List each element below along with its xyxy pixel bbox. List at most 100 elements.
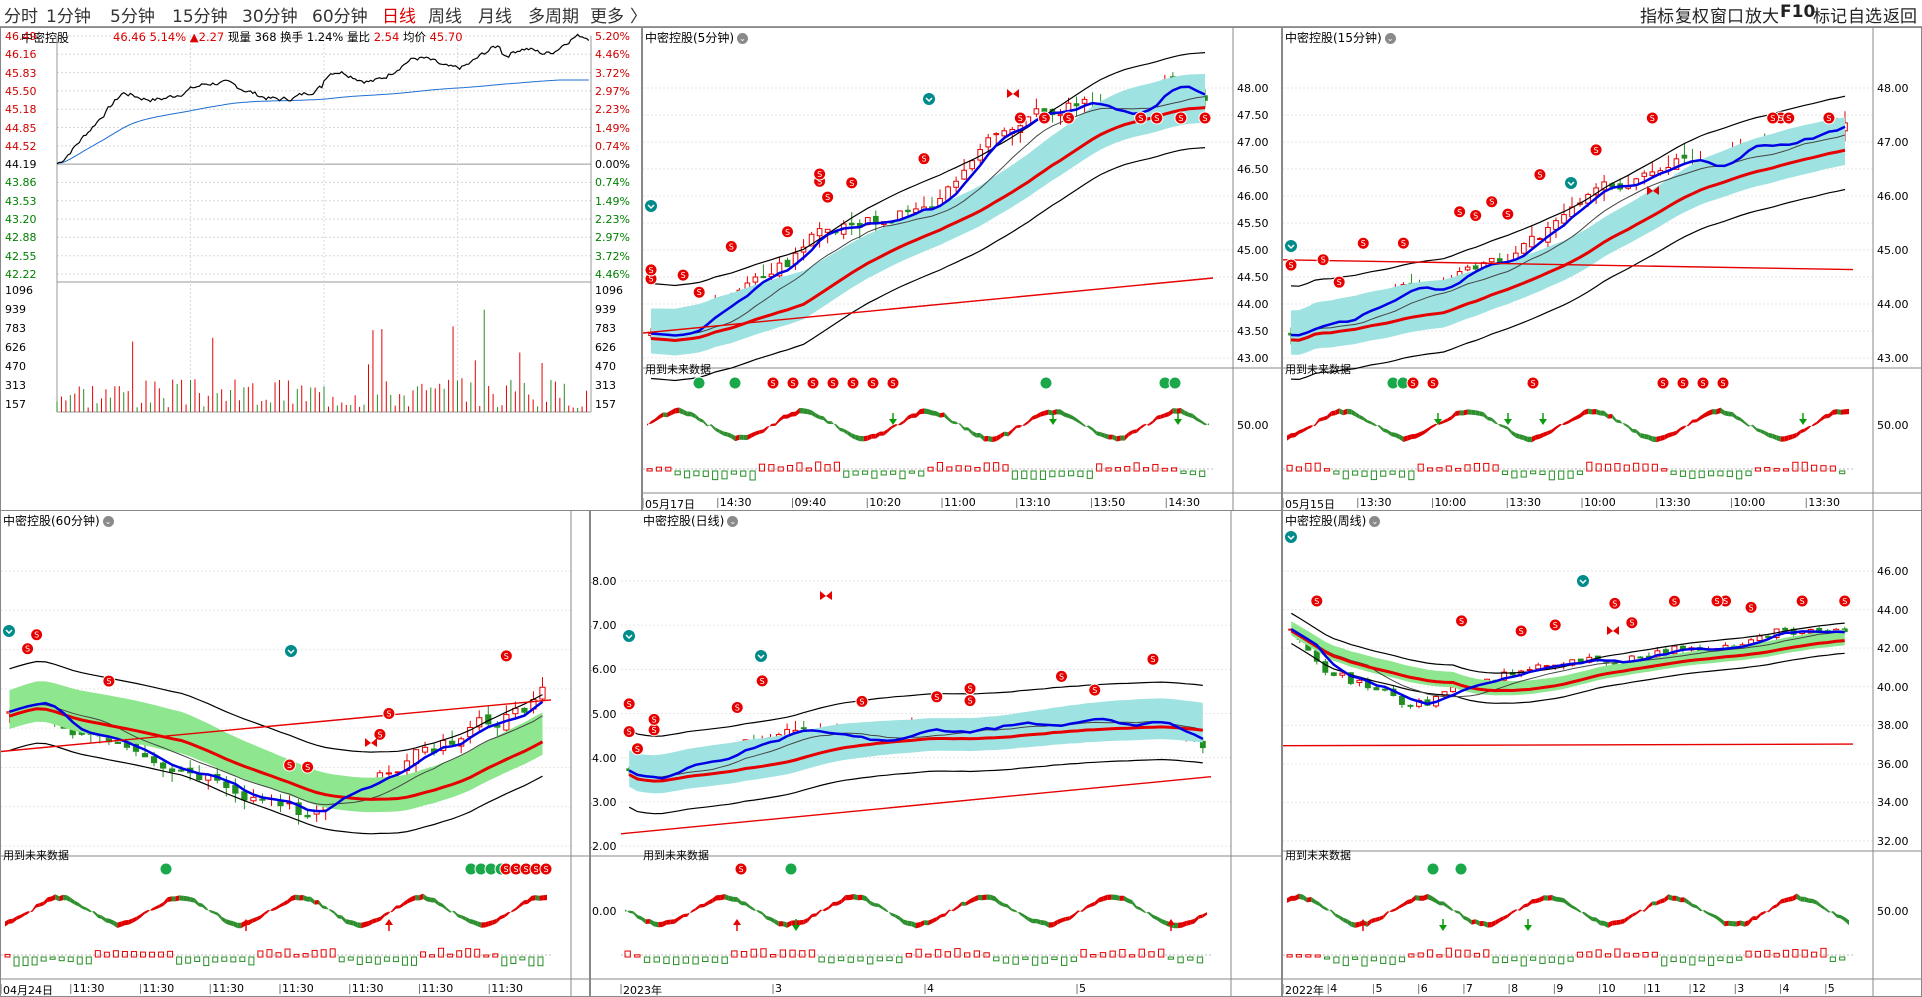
oscillator-band <box>1483 412 1488 421</box>
period-tab-1min[interactable]: 1分钟 <box>46 7 91 27</box>
date-tick: 13:30 <box>1509 496 1541 509</box>
signal-icon <box>1037 111 1051 125</box>
oscillator-band <box>396 905 400 909</box>
histogram-bar <box>1698 956 1705 962</box>
oscillator-band <box>683 409 688 417</box>
oscillator-band <box>337 914 342 920</box>
pct-tick: 2.97% <box>595 84 630 98</box>
oscillator-band <box>1161 918 1166 926</box>
histogram-bar <box>1090 954 1097 958</box>
period-tab-daily[interactable]: 日线 <box>382 7 416 27</box>
oscillator-band <box>1780 436 1785 442</box>
oscillator-band <box>1186 920 1191 926</box>
period-tab-15min[interactable]: 15分钟 <box>172 7 228 27</box>
oscillator-band <box>663 412 668 418</box>
oscillator-band <box>1205 423 1209 426</box>
green-signal-icon <box>692 376 706 390</box>
histogram-bar <box>1389 470 1396 475</box>
window-button[interactable]: 窗口 <box>1710 7 1744 27</box>
date-tick: 13:50 <box>1093 496 1126 509</box>
dropdown-icon[interactable]: ⌄ <box>727 516 739 527</box>
period-tab-weekly[interactable]: 周线 <box>428 7 462 27</box>
oscillator-band <box>171 896 176 902</box>
date-tick: 09:40 <box>794 496 827 509</box>
oscillator-band <box>206 907 211 913</box>
oscillator-band <box>749 905 754 911</box>
signal-icon <box>647 712 661 726</box>
period-tab-5min[interactable]: 5分钟 <box>110 7 155 27</box>
oscillator-band <box>699 417 704 423</box>
histogram-bar <box>721 470 728 480</box>
signal-icon <box>1013 111 1027 125</box>
oscillator-band <box>711 424 716 431</box>
oscillator-band <box>1355 411 1360 419</box>
indicator-button[interactable]: 指标 <box>1640 7 1674 27</box>
oscillator-band <box>326 906 331 912</box>
watchlist-button[interactable]: 自选 <box>1848 7 1882 27</box>
oscillator-band <box>1656 435 1661 443</box>
signal-icon: S <box>1401 239 1406 248</box>
oscillator-band <box>1708 912 1713 917</box>
adjust-button[interactable]: 复权 <box>1675 7 1709 27</box>
histogram-bar <box>1539 470 1546 475</box>
period-tab-60min[interactable]: 60分钟 <box>312 7 368 27</box>
candle <box>141 753 149 758</box>
zoom-button[interactable]: 放大 <box>1745 7 1779 27</box>
mark-button[interactable]: 标记 <box>1813 7 1847 27</box>
signal-icon: S <box>1629 619 1634 628</box>
oscillator-band <box>1064 412 1069 418</box>
oscillator-band <box>1491 920 1496 928</box>
dropdown-icon[interactable]: ⌄ <box>1384 33 1396 44</box>
histogram-bar <box>1661 468 1668 472</box>
signal-icon <box>676 268 690 282</box>
candle <box>953 180 959 188</box>
teal-signal-icon <box>647 204 655 210</box>
oscillator-band <box>1531 898 1536 904</box>
dropdown-icon[interactable]: ⌄ <box>737 33 748 44</box>
histogram-bar <box>1361 470 1368 477</box>
oscillator-band <box>1572 416 1576 422</box>
histogram-bar <box>861 470 869 475</box>
bollinger-band <box>1291 621 1845 696</box>
oscillator-band <box>1535 897 1540 904</box>
histogram-bar <box>275 952 282 958</box>
intraday-panel[interactable]: 中密控股 46.46 5.14% ▲2.27 现量 368 换手 1.24% 量… <box>0 27 642 511</box>
pct-tick: 3.72% <box>595 66 630 80</box>
period-tab-more[interactable]: 更多 <box>590 7 624 27</box>
more-arrow-icon[interactable]: 〉 <box>630 7 647 27</box>
oscillator-band <box>1764 430 1769 438</box>
oscillator-band <box>819 415 824 421</box>
histogram-bar <box>808 949 816 958</box>
date-tick: 3 <box>775 982 782 995</box>
oscillator-band <box>932 410 936 416</box>
dropdown-icon[interactable]: ⌄ <box>1369 516 1381 527</box>
ma-line <box>9 703 543 806</box>
oscillator-band <box>361 921 365 929</box>
oscillator-band <box>1084 424 1089 428</box>
price-tick: 48.00 <box>1877 82 1909 95</box>
period-tab-monthly[interactable]: 月线 <box>478 7 512 27</box>
dropdown-icon[interactable]: ⌄ <box>102 516 114 527</box>
period-tab-30min[interactable]: 30分钟 <box>242 7 298 27</box>
f10-button[interactable]: F10 <box>1780 2 1816 22</box>
oscillator-band <box>1299 428 1304 434</box>
histogram-bar <box>1417 463 1424 472</box>
period-tab-multi[interactable]: 多周期 <box>528 7 579 27</box>
histogram-bar <box>1464 949 1471 958</box>
period-tab-intraday[interactable]: 分时 <box>4 7 38 27</box>
oscillator-band <box>1475 410 1480 416</box>
oscillator-band <box>799 407 804 414</box>
oscillator-band <box>1391 908 1396 913</box>
back-button[interactable]: 返回 <box>1883 7 1917 27</box>
histogram-bar <box>1801 461 1808 472</box>
pct-tick: 2.23% <box>595 103 630 117</box>
oscillator-band <box>940 412 945 418</box>
oscillator-band <box>1069 913 1074 921</box>
osc-tick: 50.00 <box>591 905 617 918</box>
oscillator-band <box>1128 430 1133 437</box>
